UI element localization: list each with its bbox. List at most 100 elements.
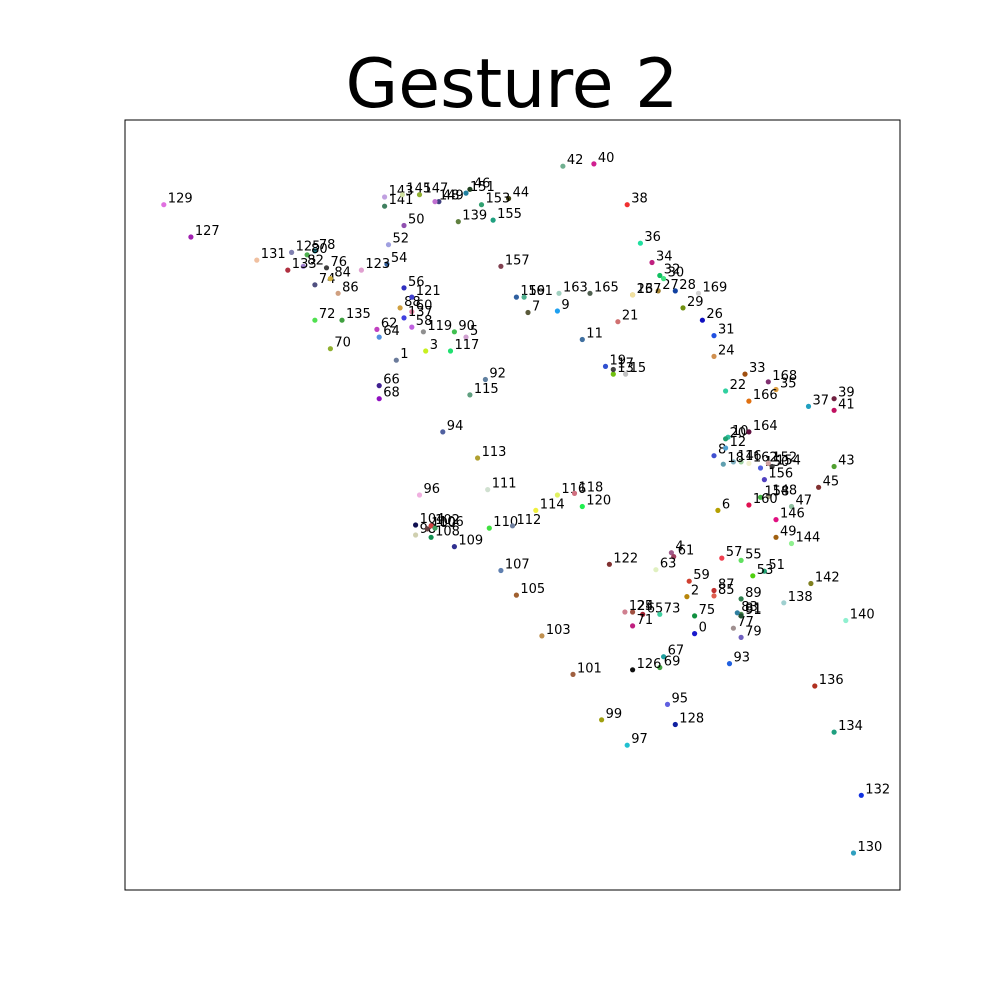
data-point [358,267,364,273]
data-point [765,460,771,466]
data-point [525,309,531,316]
point-label: 73 [664,601,681,616]
point-label: 31 [718,323,735,338]
data-point [816,484,822,490]
point-label: 124 [629,599,654,614]
data-point [498,263,504,269]
point-label: 104 [420,512,445,527]
point-label: 7 [532,300,540,315]
point-label: 38 [631,192,648,207]
point-label: 72 [319,307,336,322]
data-point [672,721,678,728]
point-label: 61 [678,544,695,559]
point-label: 157 [505,253,530,268]
point-label: 66 [383,373,400,388]
point-label: 164 [753,419,778,434]
data-point [409,294,415,300]
data-point [509,523,516,529]
point-label: 122 [613,551,638,566]
plot-frame [124,119,901,891]
point-label: 145 [406,182,431,197]
data-point [653,567,659,573]
data-point [765,379,771,385]
point-label: 142 [815,571,840,586]
point-label: 99 [606,707,623,722]
data-point [560,163,566,169]
data-point [428,523,434,529]
point-label: 11 [586,327,603,342]
point-label: 81 [745,601,762,616]
point-label: 39 [838,386,855,401]
point-label: 47 [796,494,813,509]
point-label: 126 [637,657,662,672]
point-label: 64 [383,324,400,339]
data-point [738,459,744,465]
data-point [401,222,407,229]
data-point [554,308,561,314]
data-point [521,294,527,300]
point-label: 57 [726,545,743,560]
point-label: 111 [492,477,517,492]
data-point [327,276,333,282]
data-point [843,617,849,624]
point-label: 136 [819,673,844,688]
data-point [657,272,663,279]
data-point [482,376,488,383]
data-point [498,567,504,574]
point-label: 12 [730,435,747,450]
point-label: 15 [630,361,647,376]
data-point [579,503,585,510]
data-point [661,276,667,282]
data-point [539,633,545,639]
point-label: 37 [813,393,830,408]
data-point [579,336,585,343]
point-label: 128 [679,712,704,727]
data-point [680,305,686,311]
data-point [570,671,576,678]
point-label: 46 [474,176,491,191]
data-point [161,202,167,208]
point-label: 78 [319,238,336,253]
data-point [312,317,318,323]
data-point [304,252,310,258]
data-point [463,190,469,196]
point-label: 91 [745,603,762,618]
data-point [401,285,407,291]
point-label: 95 [672,691,689,706]
point-label: 6 [722,497,730,512]
point-label: 34 [656,250,673,265]
data-point [413,522,419,528]
point-label: 68 [383,386,400,401]
point-label: 41 [838,397,855,412]
data-point [661,654,667,660]
point-label: 144 [796,531,821,546]
point-label: 119 [427,319,452,334]
point-label: 96 [424,482,441,497]
data-point [711,353,717,359]
data-point [323,265,330,271]
data-point [376,334,382,340]
point-label: 3 [430,338,438,353]
point-label: 79 [745,624,762,639]
point-label: 147 [424,182,449,197]
point-label: 125 [296,239,321,254]
point-label: 113 [482,445,507,460]
data-point [432,525,438,531]
point-label: 28 [679,278,696,293]
point-label: 58 [416,314,433,329]
data-point [447,348,454,354]
point-label: 161 [528,284,553,299]
point-label: 167 [637,282,662,297]
data-point [416,492,423,498]
data-point [610,371,616,377]
data-point [587,290,593,296]
point-label: 116 [561,482,586,497]
data-point [376,383,382,389]
data-point [719,555,725,561]
data-point [335,290,341,296]
point-label: 19 [610,353,627,368]
data-point [692,613,698,619]
data-point [738,596,744,602]
data-point [254,257,260,263]
data-point [513,592,520,598]
